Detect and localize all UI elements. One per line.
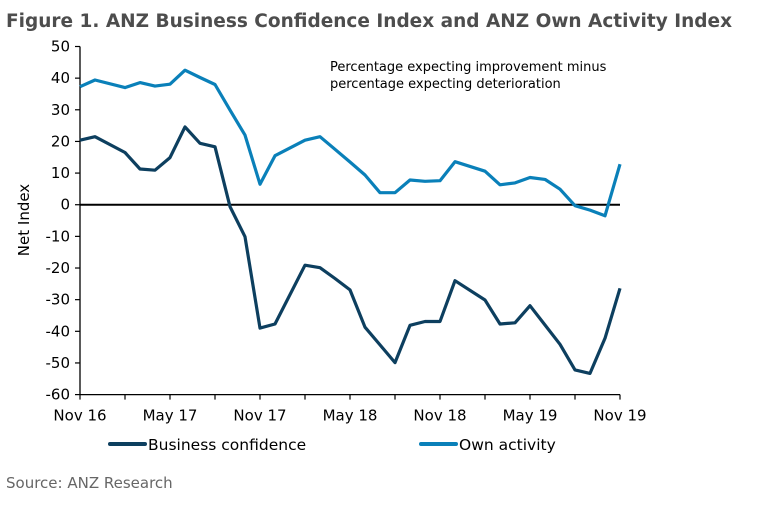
y-tick-label: 10 [51,164,70,182]
y-tick-label: 20 [51,132,70,150]
y-tick-label: -50 [46,354,71,372]
annotation-line-2: percentage expecting deterioration [330,77,561,92]
x-tick-label: May 18 [323,407,378,425]
legend-label: Own activity [459,436,556,454]
y-tick-label: -30 [46,291,71,309]
annotation-line-1: Percentage expecting improvement minus [330,60,607,75]
series-lines [79,68,622,375]
axes: 50 40 30 20 10 0 -10 -20 -30 -40 -50 -60 Nov 16 May 1… [46,38,647,425]
y-tick-label: -60 [46,386,71,404]
y-tick-label: 30 [51,101,70,119]
y-tick-label: 50 [51,38,70,56]
x-tick-label: Nov 17 [233,407,286,425]
x-tick-label: May 19 [503,407,558,425]
y-tick-label: 40 [51,69,70,87]
series-line-own-activity [79,68,622,218]
x-tick-label: Nov 18 [413,407,466,425]
x-tick-label: Nov 16 [53,407,106,425]
y-tick-label: -20 [46,259,71,277]
chart-title: Figure 1. ANZ Business Confidence Index … [6,11,732,32]
y-tick-label: 0 [60,196,70,214]
x-tick-label: Nov 19 [593,407,646,425]
legend: Business confidence Own activity [108,436,556,454]
legend-label: Business confidence [148,436,306,454]
y-tick-label: -10 [46,227,71,245]
y-axis-label: Net Index [15,184,33,257]
x-tick-label: May 17 [143,407,198,425]
y-tick-label: -40 [46,322,71,340]
series-line-business-confidence [79,125,622,375]
source-note: Source: ANZ Research [6,474,173,492]
